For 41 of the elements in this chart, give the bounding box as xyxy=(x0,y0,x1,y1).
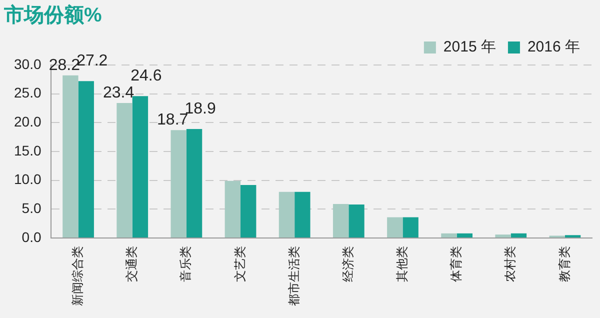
y-tick-label: 10.0 xyxy=(14,171,42,188)
bar xyxy=(441,233,457,238)
y-tick-label: 0.0 xyxy=(22,228,42,245)
x-tick-label: 文艺类 xyxy=(232,246,247,282)
x-tick-label: 农村类 xyxy=(503,246,518,282)
bar xyxy=(78,81,94,238)
x-tick-label: 音乐类 xyxy=(178,246,193,282)
bar xyxy=(510,233,527,238)
y-tick-label: 20.0 xyxy=(14,114,42,130)
y-tick-label: 30.0 xyxy=(14,56,42,72)
bar xyxy=(387,217,403,238)
bar xyxy=(456,233,472,238)
x-tick-label: 经济类 xyxy=(340,246,355,282)
data-label: 18.7 xyxy=(157,112,188,129)
bar xyxy=(132,96,148,238)
y-tick-label: 15.0 xyxy=(14,142,42,158)
bar xyxy=(402,217,418,238)
x-tick-label: 其他类 xyxy=(395,246,410,282)
bar xyxy=(332,204,349,238)
bar xyxy=(348,204,364,238)
y-tick-label: 5.0 xyxy=(22,200,42,216)
x-tick-label: 教育类 xyxy=(557,246,572,282)
bar xyxy=(278,192,295,238)
bar xyxy=(186,129,202,238)
bar xyxy=(170,130,186,238)
bar xyxy=(116,103,132,238)
bar xyxy=(240,184,256,238)
chart-title: 市场份额% xyxy=(3,4,102,27)
bar xyxy=(62,75,78,238)
data-label: 24.6 xyxy=(130,68,162,85)
legend-label: 2016 年 xyxy=(527,38,580,56)
bar xyxy=(294,192,310,238)
y-tick-label: 25.0 xyxy=(14,84,42,101)
bar xyxy=(495,234,511,238)
x-tick-label: 交通类 xyxy=(124,246,139,282)
x-tick-label: 体育类 xyxy=(449,246,464,282)
bar xyxy=(224,180,241,238)
x-tick-label: 新闻综合类 xyxy=(70,246,85,306)
x-tick-label: 都市生活类 xyxy=(286,246,301,306)
data-label: 23.4 xyxy=(102,84,134,102)
legend-label: 2015 年 xyxy=(443,38,496,56)
